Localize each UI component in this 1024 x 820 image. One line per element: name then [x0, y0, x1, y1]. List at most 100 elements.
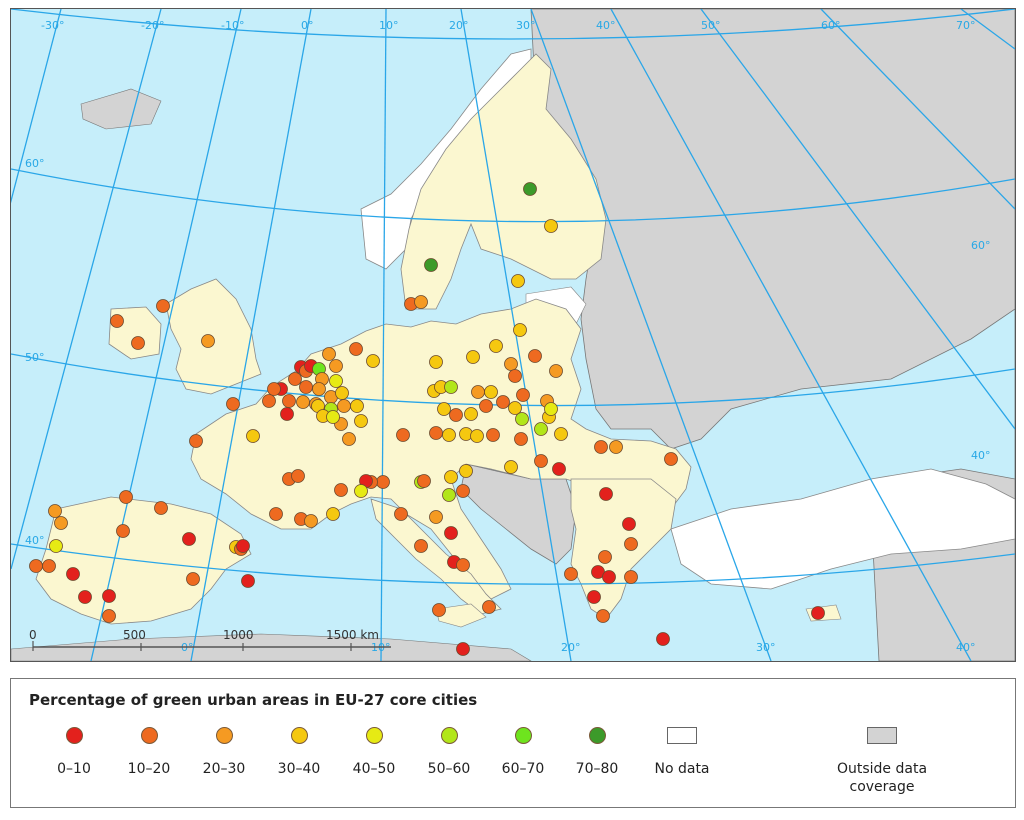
- longitude-line-70: [960, 9, 1015, 50]
- city-marker: [42, 559, 56, 573]
- legend-label: No data: [654, 761, 710, 777]
- city-marker: [282, 394, 296, 408]
- longitude-label: -20°: [141, 19, 164, 32]
- city-marker: [102, 609, 116, 623]
- legend-swatch-box: [867, 727, 897, 744]
- city-marker: [471, 385, 485, 399]
- city-marker: [414, 295, 428, 309]
- city-marker: [504, 460, 518, 474]
- city-marker: [156, 299, 170, 313]
- city-marker: [49, 539, 63, 553]
- city-marker: [354, 414, 368, 428]
- city-marker: [246, 429, 260, 443]
- scale-label: 500: [123, 628, 146, 642]
- city-marker: [508, 369, 522, 383]
- city-marker: [29, 559, 43, 573]
- city-marker: [437, 402, 451, 416]
- latitude-label: 60°: [971, 239, 991, 252]
- city-marker: [508, 401, 522, 415]
- longitude-line-10: [380, 9, 387, 661]
- longitude-line-minus10: [90, 9, 242, 661]
- city-marker: [304, 514, 318, 528]
- city-marker: [516, 388, 530, 402]
- no-data-land-turkey: [670, 468, 1015, 590]
- city-marker: [449, 408, 463, 422]
- city-marker: [594, 440, 608, 454]
- city-marker: [189, 434, 203, 448]
- longitude-line-minus30: [11, 9, 62, 204]
- city-marker: [482, 600, 496, 614]
- city-marker: [288, 372, 302, 386]
- city-marker: [598, 550, 612, 564]
- city-marker: [350, 399, 364, 413]
- legend-label: 20–30: [202, 761, 246, 777]
- city-marker: [322, 347, 336, 361]
- city-marker: [116, 524, 130, 538]
- eu-land-sicily: [435, 603, 487, 628]
- longitude-label: 70°: [956, 19, 976, 32]
- legend-item: 70–80: [552, 723, 642, 778]
- city-marker: [326, 410, 340, 424]
- city-marker: [186, 572, 200, 586]
- city-marker: [470, 429, 484, 443]
- city-marker: [544, 219, 558, 233]
- city-marker: [811, 606, 825, 620]
- city-marker: [241, 574, 255, 588]
- longitude-label: 0°: [301, 19, 314, 32]
- longitude-label: 40°: [596, 19, 616, 32]
- legend-item: 40–50: [329, 723, 419, 778]
- city-marker: [456, 484, 470, 498]
- city-marker: [515, 412, 529, 426]
- city-marker: [511, 274, 525, 288]
- legend-label: 0–10: [57, 761, 91, 777]
- city-marker: [376, 475, 390, 489]
- city-marker: [335, 386, 349, 400]
- latitude-label: 40°: [25, 534, 45, 547]
- city-marker: [429, 355, 443, 369]
- city-marker: [66, 567, 80, 581]
- longitude-label: -10°: [221, 19, 244, 32]
- city-marker: [296, 395, 310, 409]
- city-marker: [182, 532, 196, 546]
- city-marker: [486, 428, 500, 442]
- city-marker: [291, 469, 305, 483]
- scale-bar: 0 500 1000 1500 km: [29, 628, 391, 651]
- city-marker: [587, 590, 601, 604]
- city-marker: [414, 539, 428, 553]
- city-marker: [479, 399, 493, 413]
- city-marker: [78, 590, 92, 604]
- longitude-line-0: [190, 9, 312, 661]
- city-marker: [466, 350, 480, 364]
- city-marker: [489, 339, 503, 353]
- longitude-line-50: [700, 9, 1015, 430]
- city-marker: [280, 407, 294, 421]
- legend-swatch-circle: [215, 727, 233, 744]
- map-panel: -30° -20° -10° 0° 10° 20° 30° 40° 50° 60…: [10, 8, 1016, 662]
- city-marker: [110, 314, 124, 328]
- city-marker: [534, 454, 548, 468]
- city-marker: [564, 567, 578, 581]
- city-marker: [54, 516, 68, 530]
- legend-swatch-box: [667, 727, 697, 744]
- city-marker: [267, 382, 281, 396]
- city-marker: [464, 407, 478, 421]
- city-marker: [602, 570, 616, 584]
- latitude-line-60: [11, 168, 1015, 223]
- city-marker: [624, 537, 638, 551]
- city-marker: [236, 539, 250, 553]
- city-marker: [528, 349, 542, 363]
- scale-label: 0: [29, 628, 37, 642]
- legend-swatch-circle: [140, 727, 158, 744]
- city-marker: [424, 258, 438, 272]
- city-marker: [624, 570, 638, 584]
- legend-label: 30–40: [277, 761, 321, 777]
- latitude-line-40: [11, 543, 1015, 585]
- legend-swatch-circle: [365, 727, 383, 744]
- legend-swatch-circle: [440, 727, 458, 744]
- longitude-line-40: [610, 9, 972, 661]
- city-marker: [119, 490, 133, 504]
- city-marker: [444, 526, 458, 540]
- legend-item: 30–40: [254, 723, 344, 778]
- city-marker: [354, 484, 368, 498]
- legend-swatch-circle: [65, 727, 83, 744]
